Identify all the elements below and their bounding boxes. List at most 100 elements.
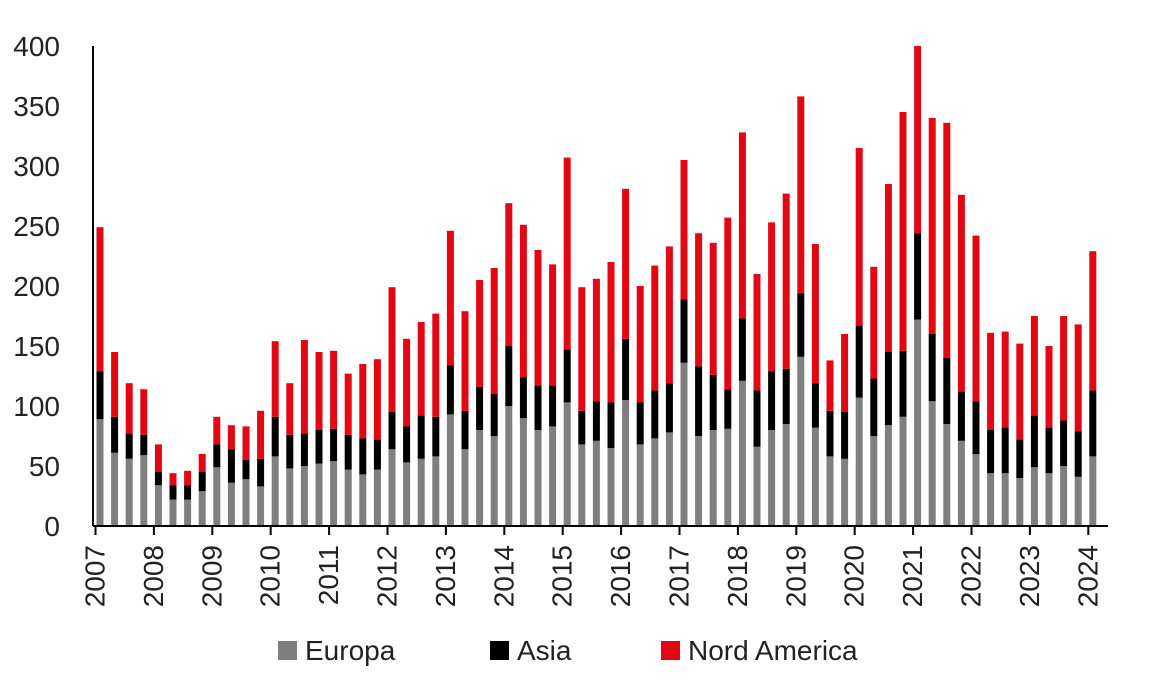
bar-segment-europa <box>972 454 980 526</box>
bar-segment-europa <box>169 499 177 526</box>
bar-segment-nord-america <box>928 118 936 334</box>
x-tick-label: 2008 <box>138 545 169 607</box>
bar-segment-europa <box>534 430 542 526</box>
bar-segment-asia <box>330 428 338 462</box>
bar-segment-nord-america <box>855 148 863 326</box>
bar-segment-nord-america <box>549 264 557 386</box>
bar-segment-nord-america <box>388 287 396 412</box>
bar-segment-nord-america <box>198 454 206 472</box>
bar-segment-asia <box>169 485 177 500</box>
legend: Europa Asia Nord America <box>278 635 858 666</box>
x-tick-label: 2020 <box>839 545 870 607</box>
bar-segment-asia <box>884 352 892 426</box>
bar-segment-nord-america <box>1016 343 1024 440</box>
bar-segment-asia <box>242 460 250 480</box>
bar-segment-europa <box>899 416 907 526</box>
x-tick-label: 2016 <box>605 545 636 607</box>
bar-segment-asia <box>184 485 192 500</box>
bar-segment-asia <box>213 444 221 468</box>
bar-segment-europa <box>330 461 338 526</box>
bar-segment-nord-america <box>1060 316 1068 421</box>
bar-segment-asia <box>476 386 484 430</box>
bar-segment-asia <box>724 389 732 429</box>
bar-segment-europa <box>622 400 630 526</box>
x-tick-labels: 2007 2008 2009 2010 2011 2012 2013 2014 2015 2016… <box>80 526 1103 607</box>
bar-segment-nord-america <box>213 416 221 445</box>
bar-segment-nord-america <box>446 230 454 366</box>
y-tick-labels: 0 50 100 150 200 250 300 350 400 <box>13 31 60 542</box>
bar-segment-europa <box>315 463 323 526</box>
bar-segment-asia <box>1030 415 1038 468</box>
bar-segment-europa <box>724 428 732 526</box>
bar-segment-nord-america <box>315 352 323 430</box>
bar-segment-nord-america <box>111 352 119 417</box>
bar-segment-nord-america <box>738 132 746 319</box>
bar-segment-europa <box>563 402 571 526</box>
bar-segment-asia <box>111 416 119 453</box>
bar-segment-nord-america <box>519 224 527 378</box>
bar-segment-europa <box>344 469 352 526</box>
bar-segment-nord-america <box>797 96 805 294</box>
bar-segment-asia <box>738 318 746 381</box>
bar-segment-asia <box>534 385 542 430</box>
y-tick-label: 250 <box>13 211 60 242</box>
bar-segment-europa <box>1045 473 1053 526</box>
bar-segment-asia <box>680 299 688 363</box>
bar-segment-europa <box>738 380 746 526</box>
bar-segment-nord-america <box>724 217 732 390</box>
bar-segment-nord-america <box>665 246 673 384</box>
bar-segment-europa <box>607 448 615 526</box>
bar-segment-nord-america <box>826 360 834 411</box>
bar-segment-nord-america <box>96 227 104 372</box>
bar-segment-asia <box>636 402 644 445</box>
bar-segment-europa <box>519 418 527 526</box>
y-tick-label: 350 <box>13 91 60 122</box>
bar-segment-nord-america <box>578 287 586 411</box>
bar-segment-europa <box>914 319 922 526</box>
bar-segment-asia <box>782 368 790 424</box>
x-tick-label: 2017 <box>664 545 695 607</box>
bar-segment-europa <box>1060 466 1068 526</box>
bar-segment-asia <box>592 401 600 441</box>
bar-segment-europa <box>125 458 133 526</box>
bar-segment-nord-america <box>1074 324 1082 432</box>
bar-segment-europa <box>373 469 381 526</box>
bar-segment-europa <box>505 406 513 526</box>
bar-segment-nord-america <box>709 242 717 375</box>
bar-segment-asia <box>753 390 761 447</box>
bar-segment-nord-america <box>987 332 995 430</box>
bar-segment-europa <box>957 440 965 526</box>
bar-segment-nord-america <box>140 389 148 435</box>
bar-segment-europa <box>987 473 995 526</box>
bar-segment-asia <box>811 383 819 428</box>
bar-segment-europa <box>943 424 951 526</box>
bar-segment-nord-america <box>417 322 425 416</box>
bar-segment-europa <box>213 467 221 526</box>
bar-segment-nord-america <box>563 157 571 350</box>
bar-segment-nord-america <box>592 278 600 402</box>
bar-segment-asia <box>695 366 703 436</box>
bar-segment-asia <box>519 377 527 418</box>
x-tick-label: 2023 <box>1014 545 1045 607</box>
bar-segment-asia <box>1045 427 1053 474</box>
x-tick-label: 2009 <box>196 545 227 607</box>
bar-segment-asia <box>651 390 659 439</box>
x-tick-label: 2022 <box>956 545 987 607</box>
bar-segment-nord-america <box>403 338 411 427</box>
bar-segment-europa <box>388 449 396 526</box>
bar-segment-europa <box>184 499 192 526</box>
bar-segment-europa <box>695 436 703 526</box>
bar-segment-asia <box>490 394 498 436</box>
bar-segment-asia <box>870 378 878 436</box>
bar-segment-asia <box>373 439 381 470</box>
y-tick-label: 0 <box>44 511 60 542</box>
bar-segment-europa <box>476 430 484 526</box>
bar-segment-asia <box>1089 390 1097 457</box>
bars-layer <box>96 46 1097 526</box>
bar-segment-europa <box>271 456 279 526</box>
bar-segment-asia <box>943 358 951 424</box>
bar-segment-asia <box>286 434 294 469</box>
x-tick-label: 2011 <box>313 545 344 605</box>
bar-segment-asia <box>315 430 323 464</box>
bar-segment-nord-america <box>957 194 965 392</box>
